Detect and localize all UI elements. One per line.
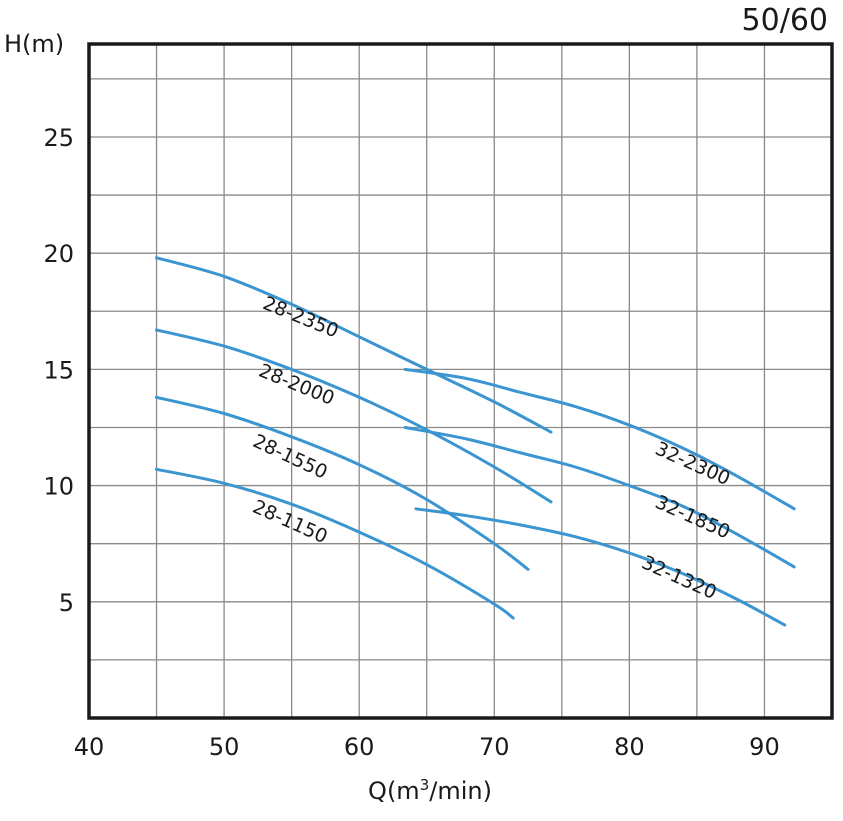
curve-28-1550 [155,395,530,571]
curve-layer [155,256,796,627]
curve-32-2300 [403,367,796,511]
y-tick-label: 15 [43,356,74,384]
y-tick-label: 5 [59,589,74,617]
x-tick-label: 60 [344,733,375,761]
curve-label-28-2000: 28-2000 [256,360,338,410]
curve-label-28-2350: 28-2350 [260,292,342,342]
y-tick-labels: 5 10 15 20 25 [43,124,74,617]
curve-label-32-2300: 32-2300 [652,438,733,490]
x-tick-label: 50 [209,733,240,761]
curve-label-32-1320: 32-1320 [638,552,719,604]
curve-28-2350 [155,256,553,434]
x-tick-labels: 40 50 60 70 80 90 [74,733,780,761]
x-axis-title-main: Q(m [368,777,420,805]
curve-28-2000 [155,328,553,504]
curve-32-1320 [414,507,787,627]
curve-label-32-1850: 32-1850 [652,491,733,543]
curve-28-1150 [155,467,515,620]
grid-lines [89,44,832,718]
x-axis-title-superscript: 3 [420,776,430,794]
corner-label: 50/60 [742,3,828,38]
curve-32-1850 [403,426,796,569]
plot-frame [87,42,834,720]
y-axis-title: H(m) [4,30,64,58]
y-tick-label: 20 [43,240,74,268]
x-axis-title: Q(m3/min) [368,776,492,805]
x-axis-title-tail: /min) [429,777,492,805]
x-tick-label: 90 [749,733,780,761]
x-tick-label: 80 [614,733,645,761]
curve-label-28-1550: 28-1550 [249,430,330,483]
y-tick-label: 25 [43,124,74,152]
y-tick-label: 10 [43,473,74,501]
x-tick-label: 40 [74,733,105,761]
x-tick-label: 70 [479,733,510,761]
